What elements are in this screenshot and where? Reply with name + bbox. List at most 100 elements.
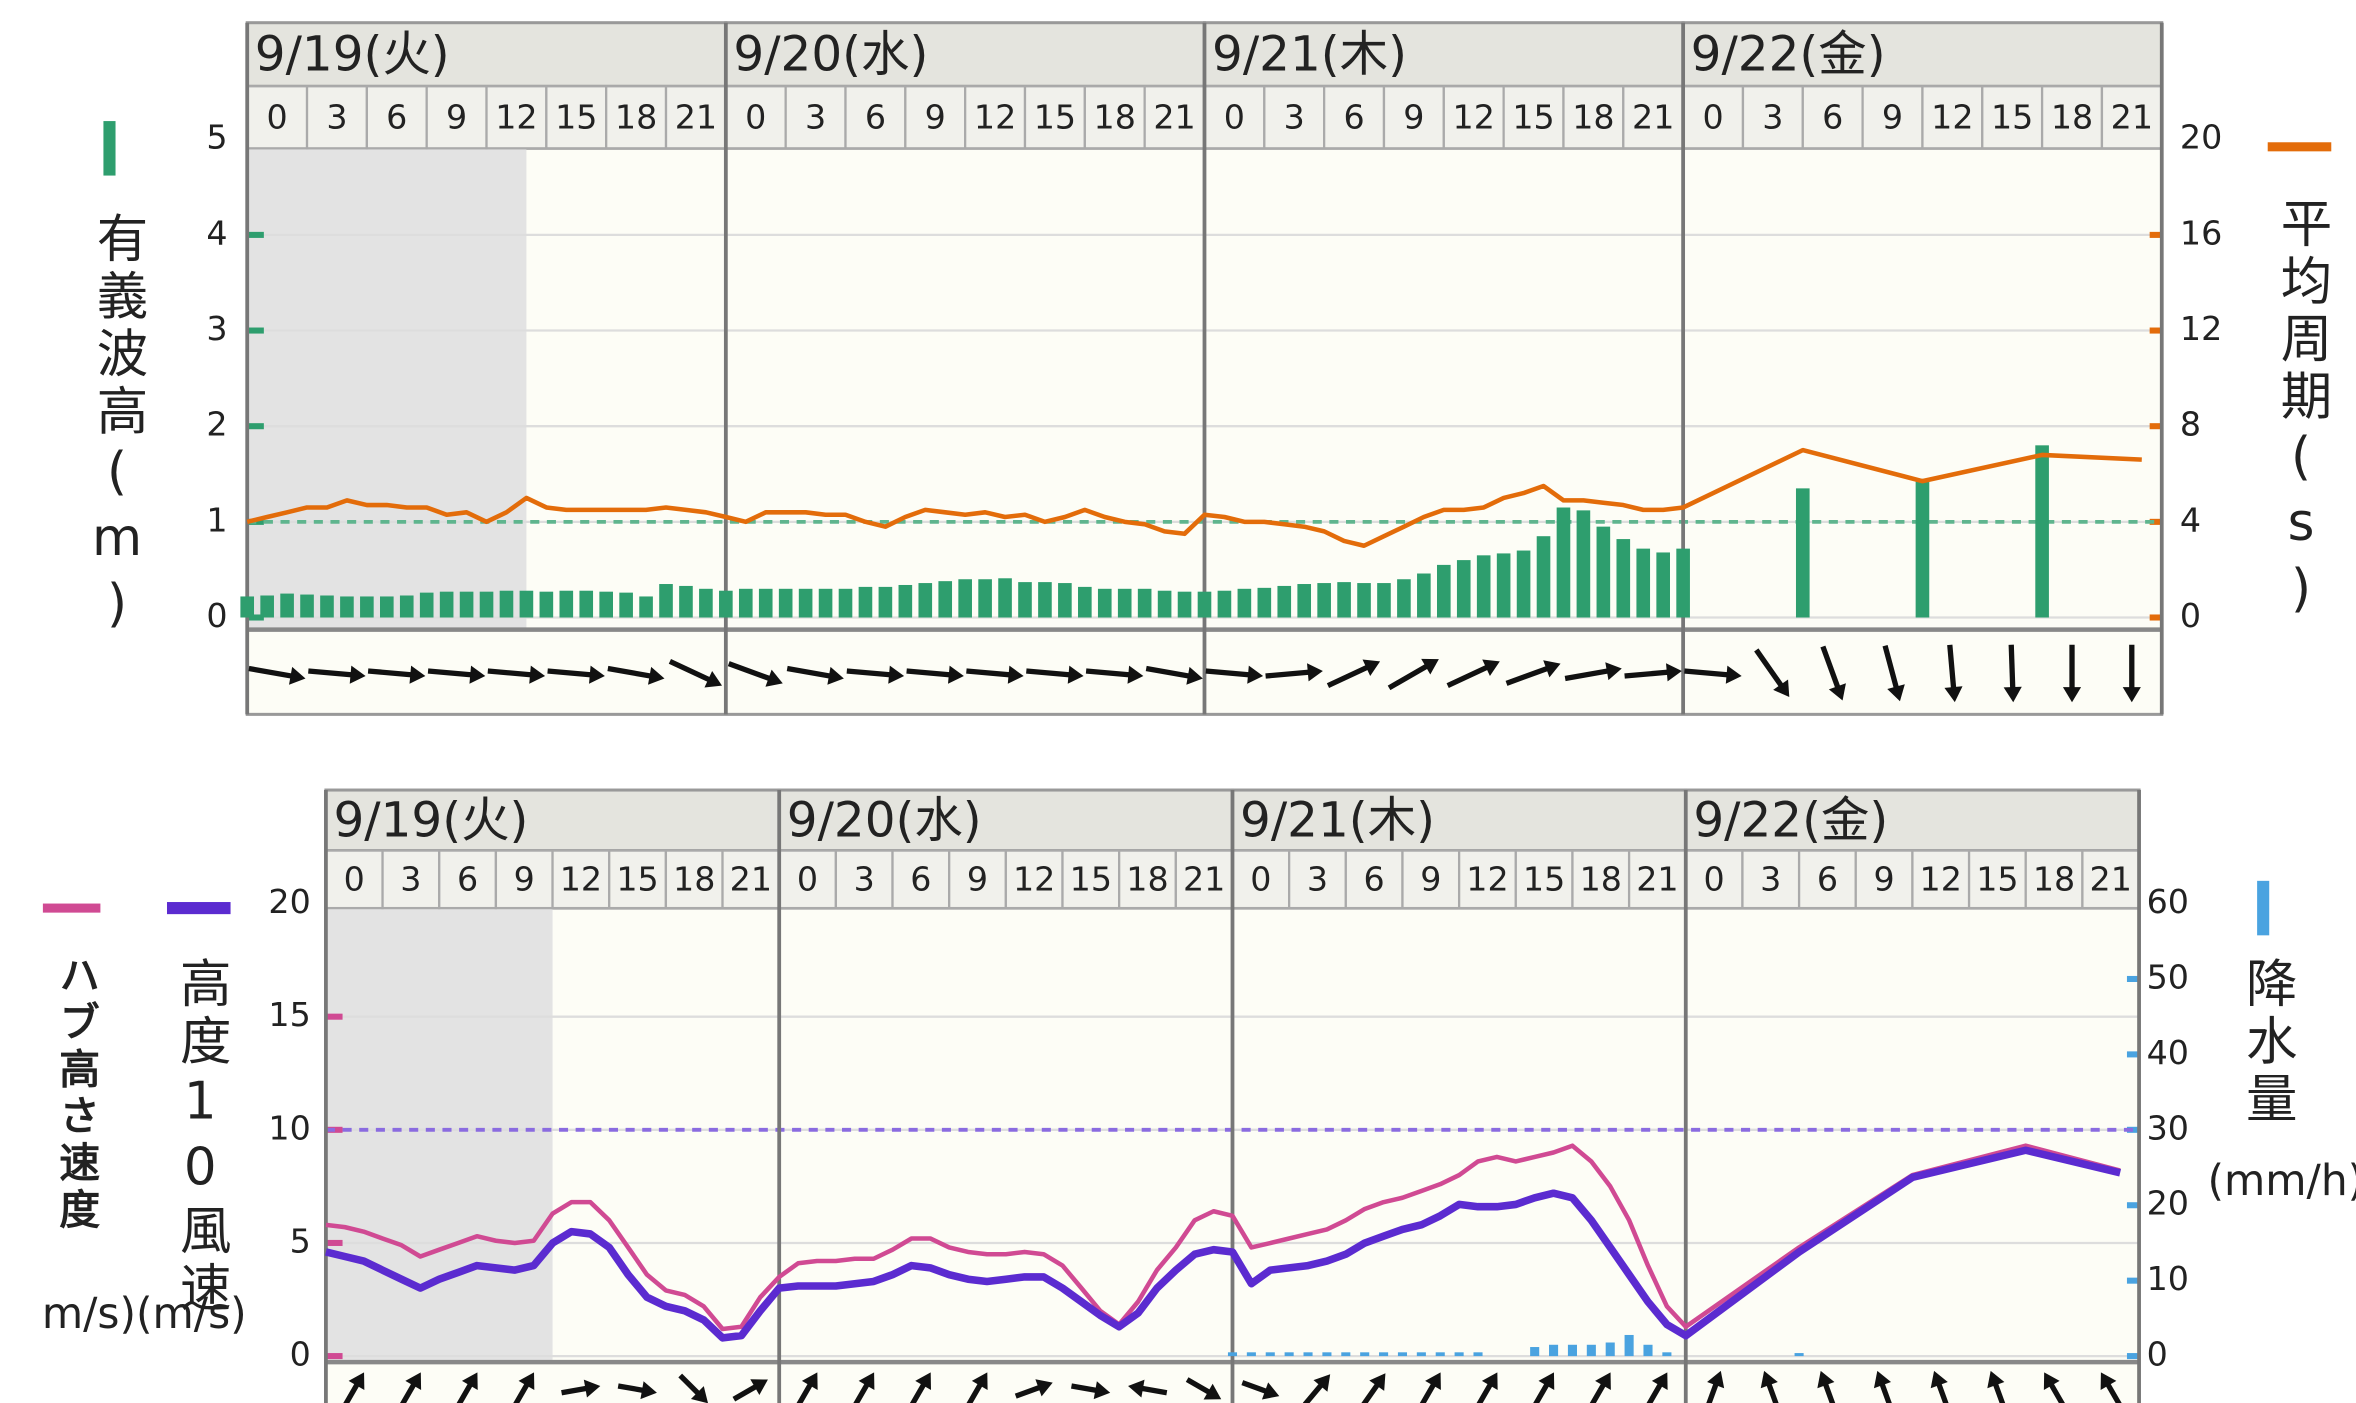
- hour-label: 9: [967, 859, 988, 898]
- bar: [399, 595, 414, 618]
- arrow-head: [765, 669, 783, 687]
- direction-arrow: [1360, 1373, 1386, 1403]
- direction-arrow: [1754, 648, 1790, 698]
- y2-tick-label: 12: [2180, 309, 2222, 348]
- hour-header-cell: [1061, 849, 1121, 910]
- arrow-head: [1725, 665, 1742, 684]
- hour-label: 6: [910, 859, 931, 898]
- y-tick-label: 5: [206, 118, 227, 157]
- hour-label: 12: [1013, 859, 1055, 898]
- hour-header-cell: [1741, 849, 1801, 910]
- bar: [1078, 586, 1092, 618]
- bar: [758, 588, 773, 618]
- direction-arrow: [906, 665, 964, 684]
- hour-label: 3: [1307, 859, 1328, 898]
- day-header-cell: [1684, 788, 2141, 853]
- arrow-head: [518, 1372, 535, 1390]
- bar: [1456, 560, 1471, 618]
- direction-arrow: [668, 658, 723, 688]
- hour-header-cell: [1143, 85, 1206, 150]
- bar: [1322, 1352, 1332, 1357]
- arrow-head: [2122, 687, 2141, 703]
- arrow-head: [1543, 660, 1561, 678]
- direction-arrow: [1128, 1379, 1168, 1398]
- direction-arrow: [427, 665, 486, 684]
- bar: [1549, 1344, 1559, 1357]
- bar: [1473, 1352, 1483, 1357]
- bar: [818, 588, 833, 618]
- y2-tick-label: 0: [2147, 1335, 2168, 1374]
- day-header-cell: [1202, 21, 1685, 88]
- bar: [1435, 1352, 1445, 1357]
- direction-arrow: [547, 665, 605, 684]
- direction-arrow: [398, 1372, 422, 1403]
- bar: [1643, 1344, 1653, 1357]
- y-tick-label: 15: [268, 995, 310, 1034]
- direction-arrow: [1145, 665, 1203, 685]
- arrow-head: [801, 1372, 818, 1390]
- hour-label: 3: [1762, 97, 1783, 136]
- direction-arrow: [487, 665, 546, 684]
- arrow-head: [1481, 1372, 1498, 1390]
- bar: [1516, 550, 1531, 618]
- direction-arrow: [795, 1372, 818, 1403]
- hour-header-cell: [1911, 849, 1971, 910]
- arrow-head: [1067, 665, 1084, 684]
- bar: [938, 581, 953, 618]
- hour-label: 18: [673, 859, 715, 898]
- hour-header-cell: [1174, 849, 1234, 910]
- y2-tick-label: 30: [2147, 1108, 2189, 1147]
- bar: [439, 591, 454, 618]
- bar: [798, 588, 813, 618]
- hour-header-cell: [1263, 85, 1326, 150]
- hour-header-cell: [1967, 849, 2027, 910]
- hour-label: 12: [1920, 859, 1962, 898]
- unit-label: (mm/h): [2208, 1156, 2356, 1205]
- bar: [499, 590, 514, 618]
- hour-label: 9: [1873, 859, 1894, 898]
- hour-header-cell: [365, 85, 428, 150]
- hour-header-cell: [948, 849, 1007, 910]
- direction-arrow: [1026, 665, 1084, 684]
- hour-header-cell: [1854, 849, 1914, 910]
- day-header-cell: [724, 21, 1206, 88]
- hour-header-cell: [834, 849, 894, 910]
- bar: [1317, 583, 1331, 618]
- hour-label: 18: [1572, 97, 1614, 136]
- bar: [1038, 582, 1052, 618]
- bar: [1341, 1352, 1351, 1357]
- hour-header-cell: [1514, 849, 1574, 910]
- hour-header-cell: [2024, 849, 2084, 910]
- bar: [260, 595, 274, 618]
- direction-arrow: [1014, 1379, 1053, 1399]
- bar: [1157, 590, 1172, 618]
- bar: [1018, 582, 1032, 618]
- past-shade: [247, 148, 527, 630]
- hour-header-cell: [1023, 85, 1086, 150]
- hour-label: 0: [1250, 859, 1271, 898]
- arrow-head: [1186, 666, 1203, 685]
- arrow-head: [1307, 663, 1323, 682]
- direction-arrow: [1418, 1372, 1441, 1403]
- hour-label: 21: [730, 859, 772, 898]
- arrow-head: [1313, 1374, 1331, 1392]
- day-label: 9/21(木): [1240, 792, 1435, 848]
- hour-label: 12: [1466, 859, 1508, 898]
- arrow-head: [2003, 686, 2022, 703]
- legend-swatch: [103, 121, 116, 176]
- y2-tick-label: 0: [2180, 596, 2201, 635]
- bar: [1454, 1352, 1464, 1357]
- hour-label: 15: [1976, 859, 2018, 898]
- direction-arrow: [1645, 1372, 1668, 1403]
- arrow-head: [858, 1372, 875, 1390]
- hour-label: 9: [1882, 97, 1903, 136]
- bar: [1284, 1352, 1294, 1357]
- arrow-head: [1666, 663, 1682, 682]
- series-label: 降水量: [2236, 957, 2296, 1130]
- bar: [1097, 588, 1112, 618]
- hour-header-cell: [1921, 85, 1984, 150]
- hour-header-cell: [381, 849, 441, 910]
- arrow-head: [1007, 665, 1024, 684]
- bar: [1794, 1353, 1804, 1357]
- arrow-head: [1773, 679, 1790, 698]
